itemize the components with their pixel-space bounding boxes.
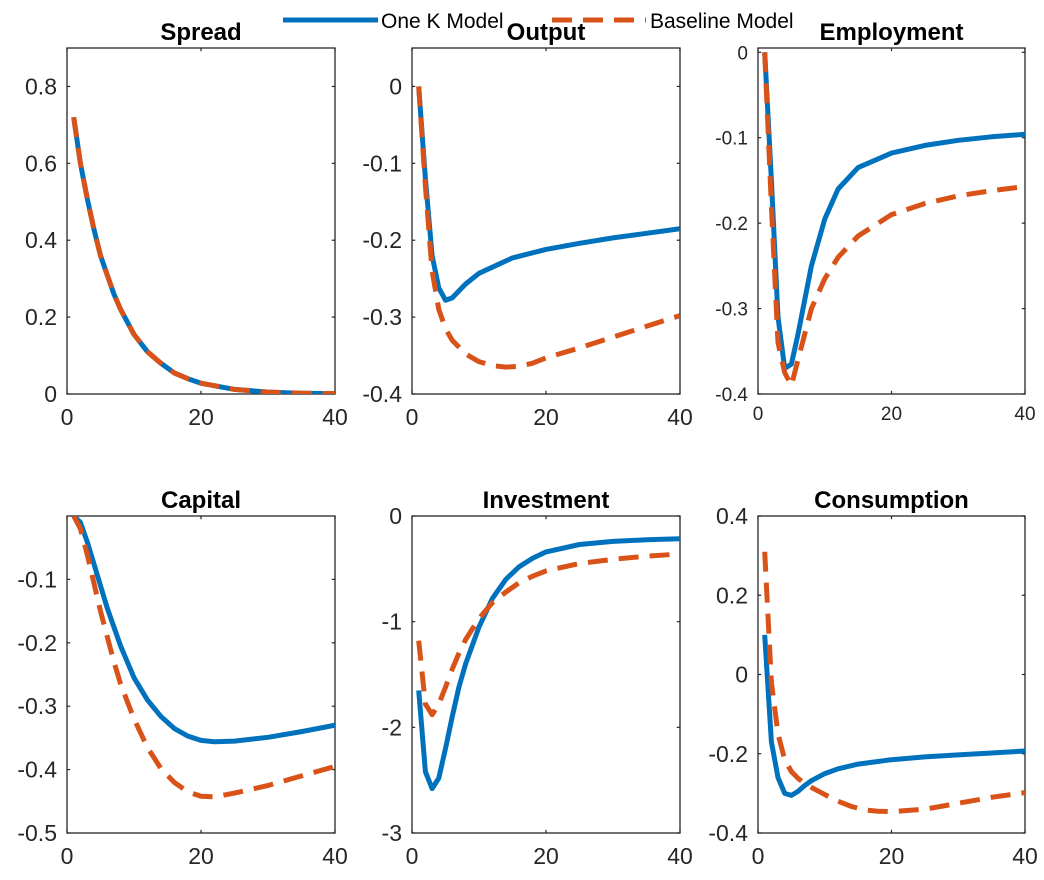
x-tick-label: 20 bbox=[879, 843, 905, 869]
series-line-baseline-model-capital bbox=[71, 516, 335, 800]
y-tick-label: -0.2 bbox=[715, 214, 748, 235]
y-tick-label: 0.2 bbox=[25, 304, 57, 330]
y-tick-label: -2 bbox=[382, 714, 402, 740]
y-tick-label: -0.3 bbox=[715, 300, 748, 321]
panel-title-employment: Employment bbox=[819, 19, 963, 46]
subplot-spread: Spread 0 20 40 0 0.2 0.4 0.6 0.8 bbox=[25, 19, 348, 430]
y-tick-label: -1 bbox=[382, 609, 402, 635]
axes-frame-investment bbox=[411, 515, 681, 834]
x-tick-label: 20 bbox=[188, 843, 214, 869]
x-tick-label: 0 bbox=[752, 843, 765, 869]
y-tick-label: 0.2 bbox=[716, 582, 748, 608]
y-tick-label: 0.8 bbox=[25, 73, 57, 99]
legend-label-baseline-model: Baseline Model bbox=[650, 10, 794, 33]
legend-label-one-k-model: One K Model bbox=[381, 10, 504, 33]
x-tick-label: 40 bbox=[1012, 843, 1038, 869]
y-tick-label: -0.4 bbox=[17, 757, 57, 783]
y-tick-label: 0.4 bbox=[716, 503, 748, 529]
panel-title-spread: Spread bbox=[160, 19, 241, 46]
y-tick-label: 0 bbox=[44, 381, 57, 407]
y-tick-label: -0.2 bbox=[708, 741, 748, 767]
y-tick-label: -0.4 bbox=[362, 381, 402, 407]
y-tick-label: -0.1 bbox=[362, 150, 402, 176]
y-tick-label: -0.1 bbox=[17, 566, 57, 592]
subplot-investment: Investment 0 20 40 -3 -2 -1 0 bbox=[382, 487, 693, 869]
axes-frame-capital bbox=[66, 515, 336, 834]
x-tick-label: 20 bbox=[881, 404, 902, 425]
y-tick-label: 0 bbox=[389, 503, 402, 529]
y-tick-label: -0.3 bbox=[362, 304, 402, 330]
x-tick-label: 0 bbox=[753, 404, 764, 425]
subplot-consumption: Consumption 0 20 40 -0.4 -0.2 0 0.2 0.4 bbox=[708, 487, 1037, 869]
y-tick-label: -0.4 bbox=[708, 820, 748, 846]
y-tick-label: -0.1 bbox=[715, 129, 748, 150]
y-tick-label: -0.3 bbox=[17, 693, 57, 719]
y-tick-label: 0 bbox=[389, 73, 402, 99]
series-line-baseline-model-investment bbox=[416, 551, 680, 718]
subplot-output: Output 0 20 40 -0.4 -0.3 -0.2 -0.1 0 bbox=[362, 19, 692, 430]
x-tick-label: 20 bbox=[533, 404, 559, 430]
x-tick-label: 0 bbox=[61, 404, 74, 430]
y-tick-label: -0.2 bbox=[362, 227, 402, 253]
series-line-baseline-model-output bbox=[416, 86, 680, 370]
x-tick-label: 0 bbox=[61, 843, 74, 869]
y-tick-label: -0.4 bbox=[715, 385, 748, 406]
legend: One K Model Baseline Model bbox=[283, 10, 794, 33]
subplot-capital: Capital 0 20 40 -0.5 -0.4 -0.3 -0.2 -0.1 bbox=[17, 487, 347, 869]
x-tick-label: 0 bbox=[406, 404, 419, 430]
subplot-grid: Spread 0 20 40 0 0.2 0.4 0.6 0.8 Output 0 20 40 -0.4 -… bbox=[17, 19, 1037, 869]
panel-title-capital: Capital bbox=[161, 487, 241, 514]
series-line-one-k-model-employment bbox=[762, 52, 1025, 371]
x-tick-label: 40 bbox=[322, 843, 348, 869]
x-tick-label: 40 bbox=[667, 843, 693, 869]
series-line-one-k-model-investment bbox=[416, 536, 680, 792]
series-line-one-k-model-output bbox=[416, 86, 680, 303]
panel-title-consumption: Consumption bbox=[814, 487, 969, 514]
y-tick-label: 0 bbox=[735, 662, 748, 688]
x-tick-label: 20 bbox=[188, 404, 214, 430]
x-tick-label: 20 bbox=[533, 843, 559, 869]
series-line-one-k-model-spread bbox=[71, 116, 335, 394]
x-tick-label: 0 bbox=[406, 843, 419, 869]
y-tick-label: 0.4 bbox=[25, 227, 57, 253]
x-tick-label: 40 bbox=[667, 404, 693, 430]
y-tick-label: -0.2 bbox=[17, 630, 57, 656]
series-line-one-k-model-capital bbox=[71, 516, 335, 745]
panel-title-investment: Investment bbox=[483, 487, 610, 514]
panel-title-output: Output bbox=[507, 19, 586, 46]
series-line-one-k-model-consumption bbox=[762, 634, 1025, 798]
y-tick-label: -3 bbox=[382, 820, 402, 846]
x-tick-label: 40 bbox=[1014, 404, 1035, 425]
y-tick-label: -0.5 bbox=[17, 820, 57, 846]
subplot-employment: Employment 0 20 40 -0.4 -0.3 -0.2 -0.1 0 bbox=[715, 19, 1035, 425]
series-line-baseline-model-spread bbox=[71, 116, 335, 394]
x-tick-label: 40 bbox=[322, 404, 348, 430]
y-tick-label: 0.6 bbox=[25, 150, 57, 176]
y-tick-label: 0 bbox=[737, 43, 748, 64]
series-line-baseline-model-consumption bbox=[762, 551, 1025, 815]
axes-frame-spread bbox=[66, 47, 336, 395]
axes-frame-consumption bbox=[757, 515, 1026, 834]
series-line-baseline-model-employment bbox=[762, 52, 1025, 388]
